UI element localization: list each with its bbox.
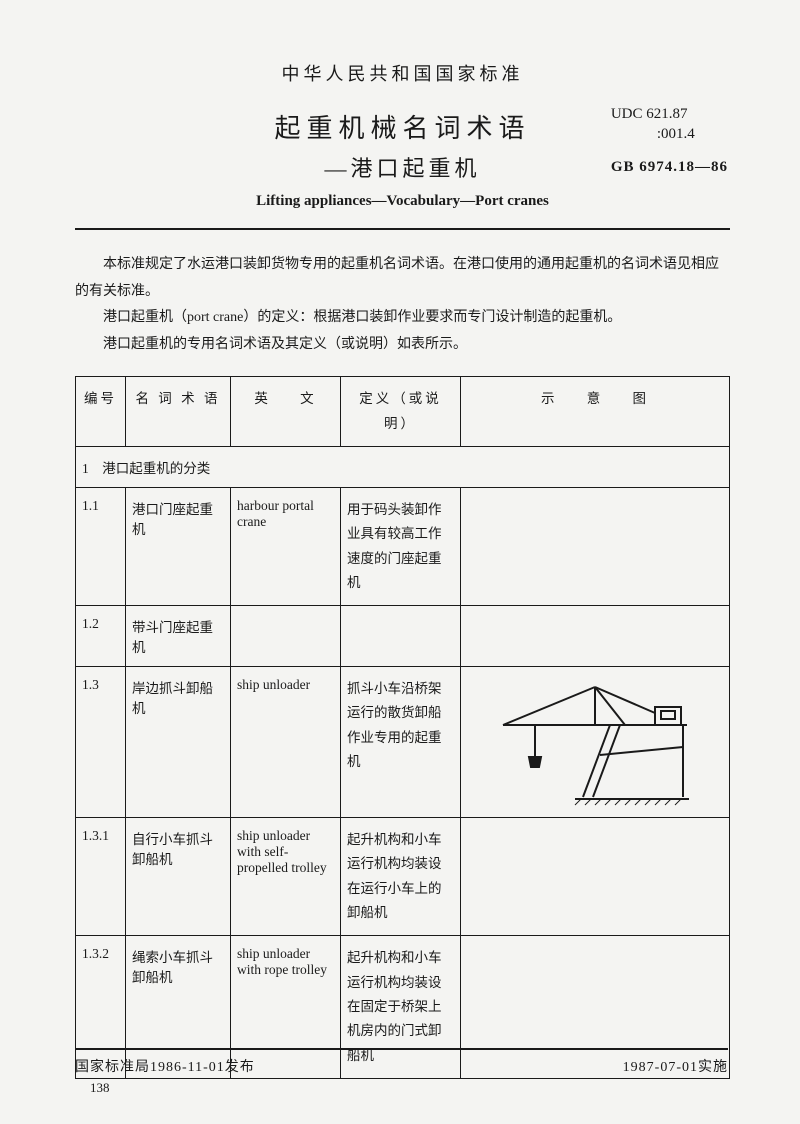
cell-num: 1.3 <box>76 667 126 818</box>
intro-p3: 港口起重机的专用名词术语及其定义（或说明）如表所示。 <box>75 332 730 359</box>
header-rule <box>75 228 730 230</box>
cell-cn: 岸边抓斗卸船机 <box>126 667 231 818</box>
standard-org-heading: 中华人民共和国国家标准 <box>75 60 730 86</box>
cell-def: 用于码头装卸作业具有较高工作速度的门座起重机 <box>341 487 461 605</box>
section-1-row: 1 港口起重机的分类 <box>76 446 730 487</box>
intro-paragraphs: 本标准规定了水运港口装卸货物专用的起重机名词术语。在港口使用的通用起重机的名词术… <box>75 252 730 358</box>
table-row: 1.1 港口门座起重机 harbour portal crane 用于码头装卸作… <box>76 487 730 605</box>
cell-en: ship unloader with self-propelled trolle… <box>231 818 341 936</box>
th-definition: 定义（或说明） <box>341 377 461 447</box>
cell-cn: 港口门座起重机 <box>126 487 231 605</box>
udc-code-line1: UDC 621.87 <box>611 105 728 125</box>
issued-date: 国家标准局1986-11-01发布 <box>75 1056 255 1076</box>
intro-p1: 本标准规定了水运港口装卸货物专用的起重机名词术语。在港口使用的通用起重机的名词术… <box>75 252 730 305</box>
gb-code: GB 6974.18—86 <box>611 158 728 178</box>
table-row: 1.2 带斗门座起重机 <box>76 606 730 667</box>
table-header-row: 编号 名 词 术 语 英 文 定义（或说明） 示 意 图 <box>76 377 730 447</box>
cell-cn: 自行小车抓斗卸船机 <box>126 818 231 936</box>
effective-date: 1987-07-01实施 <box>623 1056 728 1076</box>
th-english-term: 英 文 <box>231 377 341 447</box>
cell-def <box>341 606 461 667</box>
th-figure: 示 意 图 <box>461 377 730 447</box>
cell-num: 1.2 <box>76 606 126 667</box>
th-number: 编号 <box>76 377 126 447</box>
footer-bar: 国家标准局1986-11-01发布 1987-07-01实施 <box>75 1048 728 1076</box>
cell-cn: 带斗门座起重机 <box>126 606 231 667</box>
cell-fig-ship-unloader <box>461 667 730 818</box>
table-row: 1.3 岸边抓斗卸船机 ship unloader 抓斗小车沿桥架运行的散货卸船… <box>76 667 730 818</box>
cell-num: 1.1 <box>76 487 126 605</box>
section-1-label: 1 港口起重机的分类 <box>76 446 730 487</box>
cell-en: harbour portal crane <box>231 487 341 605</box>
cell-fig <box>461 487 730 605</box>
cell-fig <box>461 606 730 667</box>
th-chinese-term: 名 词 术 语 <box>126 377 231 447</box>
intro-p2: 港口起重机（port crane）的定义：根据港口装卸作业要求而专门设计制造的起… <box>75 305 730 332</box>
cell-fig <box>461 818 730 936</box>
cell-def: 抓斗小车沿桥架运行的散货卸船作业专用的起重机 <box>341 667 461 818</box>
classification-codes: UDC 621.87 :001.4 GB 6974.18—86 <box>611 105 728 178</box>
cell-num: 1.3.1 <box>76 818 126 936</box>
title-english: Lifting appliances—Vocabulary—Port crane… <box>75 193 730 210</box>
page-number: 138 <box>90 1080 110 1096</box>
cell-en <box>231 606 341 667</box>
ship-unloader-diagram <box>495 677 695 807</box>
table-row: 1.3.1 自行小车抓斗卸船机 ship unloader with self-… <box>76 818 730 936</box>
udc-code-line2: :001.4 <box>611 125 728 145</box>
vocabulary-table: 编号 名 词 术 语 英 文 定义（或说明） 示 意 图 1 港口起重机的分类 … <box>75 376 730 1078</box>
cell-def: 起升机构和小车运行机构均装设在运行小车上的卸船机 <box>341 818 461 936</box>
cell-en: ship unloader <box>231 667 341 818</box>
